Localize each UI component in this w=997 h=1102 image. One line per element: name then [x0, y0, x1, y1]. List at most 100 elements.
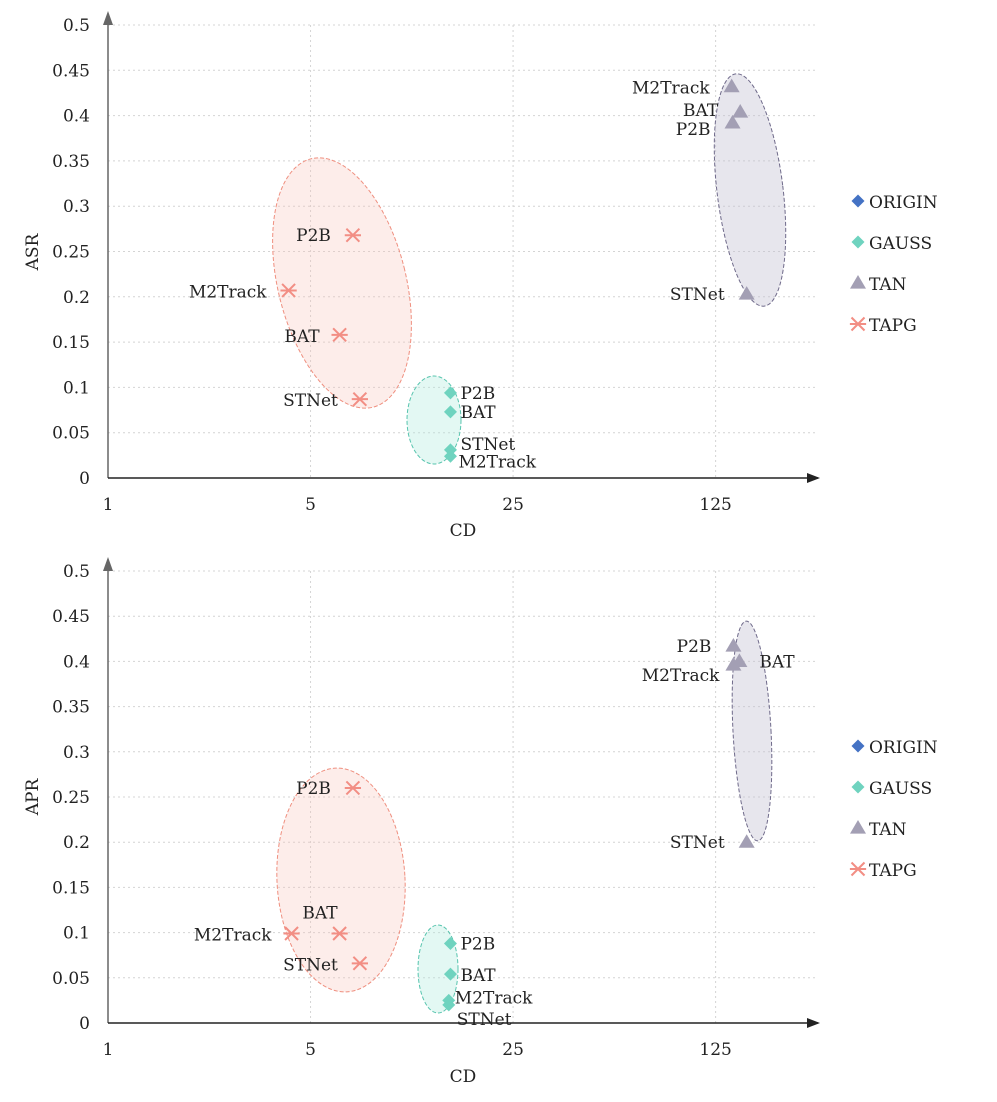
chart1-tapg-point-m2track-label: M2Track: [189, 282, 267, 302]
chart1-ytick-label: 0.2: [63, 288, 90, 308]
chart2-ytick-label: 0.1: [63, 924, 90, 944]
chart1-ytick-label: 0.4: [63, 107, 90, 127]
chart2-ytick-label: 0.15: [52, 878, 90, 898]
chart1-legend-gauss-marker: [851, 235, 865, 249]
chart1-y-axis-title: ASR: [23, 232, 43, 271]
chart2-ytick-label: 0.35: [52, 698, 90, 718]
chart2-tan-point-m2track-label: M2Track: [642, 666, 720, 686]
chart1-ytick-label: 0.45: [52, 61, 90, 81]
chart1-tapg-point-stnet-label: STNet: [283, 391, 338, 411]
chart1-ytick-label: 0.25: [52, 243, 90, 263]
chart1-x-axis-arrow: [807, 473, 820, 483]
chart2-tan-point-stnet: [738, 834, 755, 848]
chart1-tan-point-m2track-label: M2Track: [632, 79, 710, 99]
chart2-legend-gauss-marker: [851, 780, 865, 794]
chart2-tan-point-p2b-label: P2B: [677, 637, 712, 657]
chart2-x-axis-arrow: [807, 1018, 820, 1028]
chart2-ytick-label: 0.05: [52, 969, 90, 989]
chart2-xtick-label: 1: [103, 1040, 114, 1060]
chart1-gauss-cluster-ellipse: [406, 375, 462, 465]
chart1-gauss-point-p2b: [443, 386, 457, 400]
chart2-legend-origin-label: ORIGIN: [869, 738, 938, 758]
chart1-gauss-point-bat-label: BAT: [460, 403, 496, 423]
chart2-ytick-label: 0.2: [63, 833, 90, 853]
chart2-legend-tan-label: TAN: [869, 820, 907, 840]
chart1-xtick-label: 125: [699, 495, 731, 515]
chart2-tapg-point-p2b: [344, 780, 362, 796]
chart1-tan-cluster-ellipse: [713, 73, 787, 307]
chart2-ytick-label: 0: [79, 1014, 90, 1034]
chart2-tan-cluster-ellipse: [731, 620, 773, 842]
chart2-x-axis-title: CD: [450, 1067, 477, 1087]
chart1-gauss-point-bat: [443, 405, 457, 419]
chart1-tapg-point-bat: [331, 327, 348, 343]
chart2-panel: 0 0.05 0.1 0.15 0.2 0.25 0.3 0.35 0.4 0.45 0.5 1 5 25…: [23, 557, 938, 1087]
chart1-gauss-point-m2track-label: M2Track: [458, 452, 536, 472]
chart1-legend-origin-label: ORIGIN: [869, 193, 938, 213]
chart2-gauss-point-p2b: [443, 936, 457, 950]
chart2-legend-tan-marker: [850, 820, 866, 834]
chart1-tapg-cluster-ellipse: [272, 157, 412, 409]
chart2-gauss-point-stnet: [442, 998, 456, 1012]
chart1-ytick-label: 0.15: [52, 333, 90, 353]
chart1-legend-tapg-label: TAPG: [869, 316, 917, 336]
chart1-legend-tan-label: TAN: [869, 275, 907, 295]
chart2-ytick-label: 0.25: [52, 788, 90, 808]
chart2-ytick-label: 0.3: [63, 743, 90, 763]
chart1-xtick-label: 5: [305, 495, 316, 515]
chart2-tapg-point-stnet-label: STNet: [283, 955, 338, 975]
chart1-tapg-point-p2b: [344, 227, 362, 243]
chart2-tapg-point-p2b-label: P2B: [296, 779, 331, 799]
chart2-legend-tapg-label: TAPG: [869, 861, 917, 881]
chart1-xtick-label: 25: [502, 495, 524, 515]
chart1-legend-tapg-marker: [849, 316, 867, 332]
chart2-legend-tapg-marker: [849, 861, 867, 877]
chart1-ytick-label: 0.35: [52, 152, 90, 172]
chart2-tan-point-m2track: [725, 657, 742, 671]
chart2-gauss-point-m2track-label: M2Track: [455, 988, 533, 1008]
chart1-gauss-point-p2b-label: P2B: [460, 384, 495, 404]
chart1-gauss-point-stnet-label: STNet: [460, 435, 515, 455]
chart2-gauss-point-stnet-label: STNet: [457, 1010, 512, 1030]
chart2-gauss-point-bat-label: BAT: [460, 966, 496, 986]
chart1-tan-point-m2track: [723, 78, 740, 93]
chart2-tan-point-p2b: [725, 638, 742, 652]
chart2-legend-origin-marker: [851, 739, 865, 753]
chart1-ytick-label: 0.1: [63, 378, 90, 398]
chart1-tan-point-p2b-label: P2B: [676, 120, 711, 140]
chart2-tapg-point-m2track: [283, 926, 300, 941]
chart1-gauss-point-m2track: [443, 449, 457, 463]
chart1-xtick-label: 1: [103, 495, 114, 515]
chart1-tan-point-stnet-label: STNet: [670, 285, 725, 305]
chart1-y-axis-arrow: [103, 11, 113, 25]
chart1-ytick-label: 0.5: [63, 16, 90, 36]
chart1-tapg-point-p2b-label: P2B: [296, 226, 331, 246]
chart1-tan-point-bat: [732, 103, 749, 118]
chart1-tan-point-p2b: [724, 114, 741, 129]
chart1-tapg-point-stnet: [351, 391, 368, 407]
chart2-tan-point-stnet-label: STNet: [670, 833, 725, 853]
chart2-tapg-point-stnet: [351, 956, 368, 971]
chart2-y-axis-arrow: [103, 557, 113, 571]
chart2-ytick-label: 0.5: [63, 562, 90, 582]
chart2-tapg-cluster-ellipse: [276, 767, 406, 993]
chart2-ytick-label: 0.4: [63, 652, 90, 672]
chart1-tapg-point-m2track: [280, 283, 297, 298]
chart1-panel: 0 0.05 0.1 0.15 0.2 0.25 0.3 0.35 0.4 0.45 0.5 1 5 25…: [23, 11, 938, 541]
chart1-tan-point-stnet: [738, 286, 755, 300]
chart2-xtick-label: 25: [502, 1040, 524, 1060]
chart2-xtick-label: 5: [305, 1040, 316, 1060]
chart1-legend-gauss-label: GAUSS: [869, 234, 932, 254]
chart2-legend-gauss-label: GAUSS: [869, 779, 932, 799]
chart2-tan-point-bat-label: BAT: [759, 652, 795, 672]
chart1-tapg-point-bat-label: BAT: [284, 327, 320, 347]
chart2-gauss-point-bat: [443, 967, 457, 981]
chart2-gauss-point-p2b-label: P2B: [460, 934, 495, 954]
chart1-x-axis-title: CD: [450, 521, 477, 541]
chart1-legend-tan-marker: [850, 275, 866, 289]
chart1-ytick-label: 0: [79, 469, 90, 489]
chart1-ytick-label: 0.05: [52, 424, 90, 444]
chart2-xtick-label: 125: [699, 1040, 731, 1060]
